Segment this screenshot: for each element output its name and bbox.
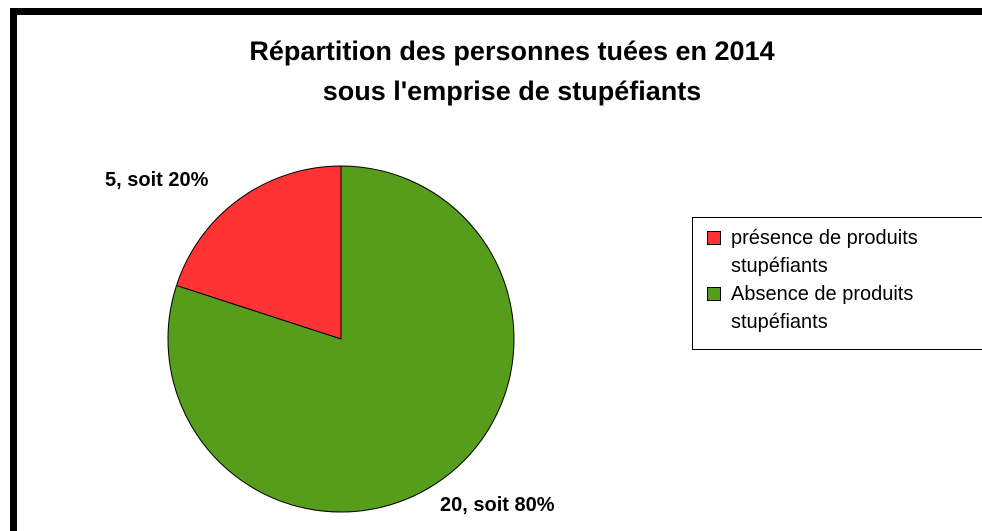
legend: présence de produits stupéfiants Absence … <box>692 217 982 350</box>
pie-slice <box>175 165 342 340</box>
legend-label: Absence de produits stupéfiants <box>731 283 914 333</box>
legend-entry: présence de produits stupéfiants <box>707 224 967 280</box>
pie-slice <box>167 165 515 513</box>
data-label: 20, soit 80% <box>440 494 555 516</box>
data-label: 5, soit 20% <box>105 169 209 191</box>
chart-title: sous l'emprise de stupéfiants <box>323 76 702 106</box>
legend-swatch <box>707 231 721 245</box>
legend-label: présence de produits stupéfiants <box>731 227 918 277</box>
legend-swatch <box>707 287 721 301</box>
chart-title: Répartition des personnes tuées en 2014 <box>249 36 774 66</box>
legend-entry: Absence de produits stupéfiants <box>707 280 967 336</box>
